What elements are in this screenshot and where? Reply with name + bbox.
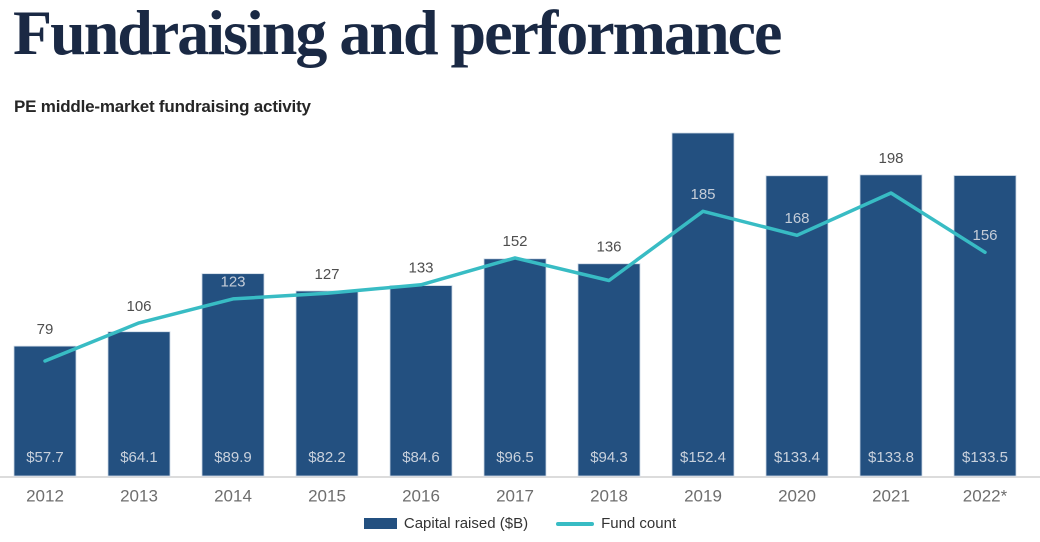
legend-line-label: Fund count [601, 515, 677, 532]
bar-2017 [483, 258, 547, 477]
x-label-2019: 2019 [684, 486, 722, 505]
x-label-2012: 2012 [26, 486, 64, 505]
fund-count-label-2020: 168 [784, 210, 809, 227]
bar-value-label-2014: $89.9 [214, 449, 252, 466]
legend-bar-swatch-icon [363, 518, 397, 529]
x-label-2017: 2017 [496, 486, 534, 505]
x-label-2014: 2014 [214, 486, 252, 505]
chart-subtitle: PE middle-market fundraising activity [14, 97, 311, 116]
page-title: Fundraising and performance [13, 0, 782, 68]
bar-value-label-2017: $96.5 [496, 449, 534, 466]
fund-count-label-2021: 198 [878, 150, 903, 167]
legend-bar-label: Capital raised ($B) [403, 515, 529, 532]
bar-2013 [107, 331, 171, 477]
bar-value-label-2021: $133.8 [868, 449, 914, 466]
x-label-2018: 2018 [590, 486, 628, 505]
bar-2012 [13, 345, 77, 477]
bar-2018 [577, 263, 641, 477]
bar-2022* [953, 175, 1017, 477]
x-label-2022*: 2022* [963, 486, 1008, 505]
legend-fundcount-group: Fund count [556, 515, 676, 532]
x-label-2013: 2013 [120, 486, 158, 505]
fund-count-label-2018: 136 [596, 239, 621, 256]
x-label-2020: 2020 [778, 486, 816, 505]
fund-count-label-2019: 185 [690, 186, 715, 203]
fund-count-label-2016: 133 [408, 260, 433, 277]
bar-2016 [389, 285, 453, 477]
fund-count-label-2017: 152 [502, 233, 527, 250]
legend-line-swatch-icon [556, 521, 595, 526]
bar-value-label-2020: $133.4 [774, 449, 820, 466]
fund-count-label-2012: 79 [37, 321, 54, 338]
bar-value-label-2012: $57.7 [26, 449, 64, 466]
x-label-2021: 2021 [872, 486, 910, 505]
bar-value-label-2015: $82.2 [308, 449, 346, 466]
bar-value-label-2019: $152.4 [680, 449, 726, 466]
fund-count-label-2013: 106 [126, 298, 151, 315]
bar-value-label-2022*: $133.5 [962, 449, 1008, 466]
chart-legend: Capital raised ($B) Fund count [0, 515, 1040, 532]
bar-2019 [671, 132, 735, 477]
bar-2015 [295, 290, 359, 477]
fund-count-label-2022*: 156 [972, 227, 997, 244]
bar-2021 [859, 174, 923, 477]
fund-count-label-2014: 123 [220, 273, 245, 290]
bar-value-label-2013: $64.1 [120, 449, 158, 466]
bar-value-label-2016: $84.6 [402, 449, 440, 466]
x-label-2016: 2016 [402, 486, 440, 505]
fund-count-label-2015: 127 [314, 266, 339, 283]
x-label-2015: 2015 [308, 486, 346, 505]
legend-capital-group: Capital raised ($B) [363, 515, 529, 532]
fund-count-line [43, 191, 987, 363]
bar-2014 [201, 273, 265, 477]
bar-value-label-2018: $94.3 [590, 449, 628, 466]
